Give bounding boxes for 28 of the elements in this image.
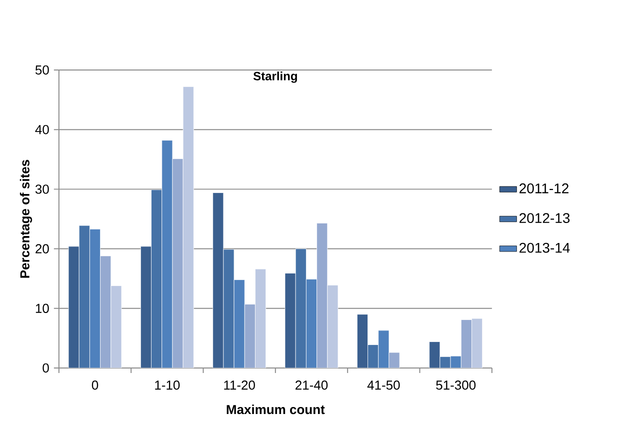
y-tick-label: 20 bbox=[36, 244, 49, 254]
bar bbox=[429, 342, 440, 368]
y-tick-label: 40 bbox=[35, 124, 49, 134]
x-axis-title: Maximum count bbox=[226, 404, 325, 414]
bar bbox=[78, 225, 90, 368]
x-tick-label: 51-300 bbox=[436, 380, 476, 390]
y-tick-label: 50 bbox=[35, 65, 49, 75]
legend-label: 2012-13 bbox=[520, 213, 570, 224]
x-tick-label: 0 bbox=[92, 380, 98, 390]
bar bbox=[295, 248, 306, 368]
bar bbox=[368, 344, 379, 368]
x-tick-label: 21-40 bbox=[296, 380, 328, 390]
y-axis-title: Percentage of sites bbox=[20, 160, 32, 278]
x-tick-label: 11-20 bbox=[224, 380, 255, 390]
legend-label: 2011-12 bbox=[520, 183, 568, 194]
x-tick-label: 41-50 bbox=[367, 380, 400, 390]
bar bbox=[284, 273, 296, 368]
y-tick-label: 10 bbox=[36, 304, 49, 313]
legend-label: 2013-14 bbox=[520, 242, 570, 253]
y-tick-label: 30 bbox=[35, 184, 49, 194]
chart-title: Starling bbox=[253, 72, 297, 83]
bar bbox=[151, 190, 162, 368]
bar bbox=[356, 314, 368, 368]
x-tick-label: 1-10 bbox=[155, 380, 180, 390]
y-tick-label: 0 bbox=[42, 363, 49, 373]
bar bbox=[212, 192, 224, 368]
bar bbox=[140, 246, 152, 368]
bar bbox=[68, 246, 80, 368]
